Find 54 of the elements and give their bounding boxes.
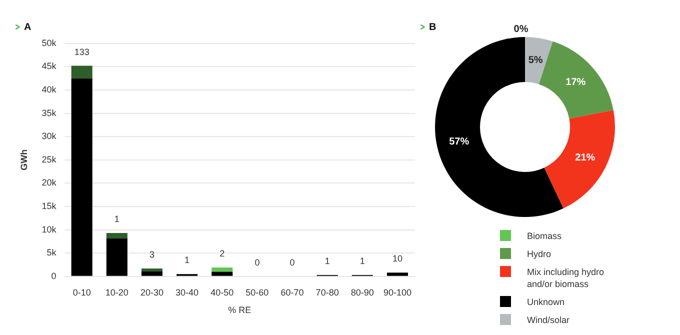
legend-label: Hydro (527, 248, 552, 260)
chart-title: B (429, 22, 436, 33)
annotation: 0 (254, 257, 260, 268)
x-tick-label: 80-90 (350, 287, 374, 298)
y-axis-title: GWh (18, 149, 29, 170)
data-label: 17% (566, 77, 586, 88)
legend-label: Mix including hydro and/or biomass (527, 266, 606, 290)
y-tick-label: 20k (42, 178, 57, 188)
x-tick-label: 70-80 (316, 287, 339, 298)
annotation: 3 (149, 249, 154, 260)
x-tick-label: 40-50 (210, 287, 234, 298)
x-tick-label: 0-10 (72, 287, 91, 298)
y-tick-label: 15k (42, 200, 57, 211)
legend-label: Biomass (527, 230, 563, 242)
bar (106, 233, 128, 238)
x-tick-label: 90-100 (383, 287, 412, 298)
annotation: 1 (324, 256, 330, 266)
bar (106, 238, 128, 276)
x-tick-label: 50-60 (246, 287, 269, 298)
y-tick-label: 25k (42, 154, 57, 164)
x-tick-label: 20-30 (140, 287, 164, 298)
bar (212, 268, 233, 272)
legend-label: Unknown (527, 296, 566, 308)
chart-title: A (24, 22, 32, 33)
x-tick-label: 10-20 (105, 287, 128, 298)
data-label: 57% (449, 136, 470, 148)
x-tick-label: 30-40 (176, 287, 199, 298)
bar (71, 66, 92, 78)
bar (71, 78, 92, 276)
annotation: 1 (184, 255, 190, 266)
y-tick-label: 30k (42, 131, 57, 142)
bar (141, 268, 163, 272)
annotation: 0 (290, 257, 295, 268)
annotation: 1 (360, 256, 365, 266)
x-axis-title: % RE (228, 305, 252, 316)
y-tick-label: 45k (42, 61, 57, 72)
annotation: 10 (392, 254, 402, 264)
bar (212, 272, 233, 276)
x-tick-label: 60-70 (280, 287, 304, 298)
y-tick-label: 0 (51, 270, 56, 281)
bar (386, 272, 408, 276)
legend-label: Wind/solar (527, 314, 571, 326)
annotation: 2 (220, 248, 225, 259)
y-tick-label: 5k (46, 248, 57, 258)
y-tick-label: 50k (42, 38, 57, 48)
data-label: 21% (575, 152, 596, 164)
y-tick-label: 10k (42, 224, 57, 234)
text: 0% (514, 24, 528, 35)
y-tick-label: 40k (42, 84, 57, 94)
bar (141, 271, 163, 276)
annotation: 133 (74, 46, 90, 57)
annotation: 1 (114, 214, 120, 224)
y-tick-label: 35k (42, 108, 57, 118)
data-label: 5% (528, 55, 543, 66)
